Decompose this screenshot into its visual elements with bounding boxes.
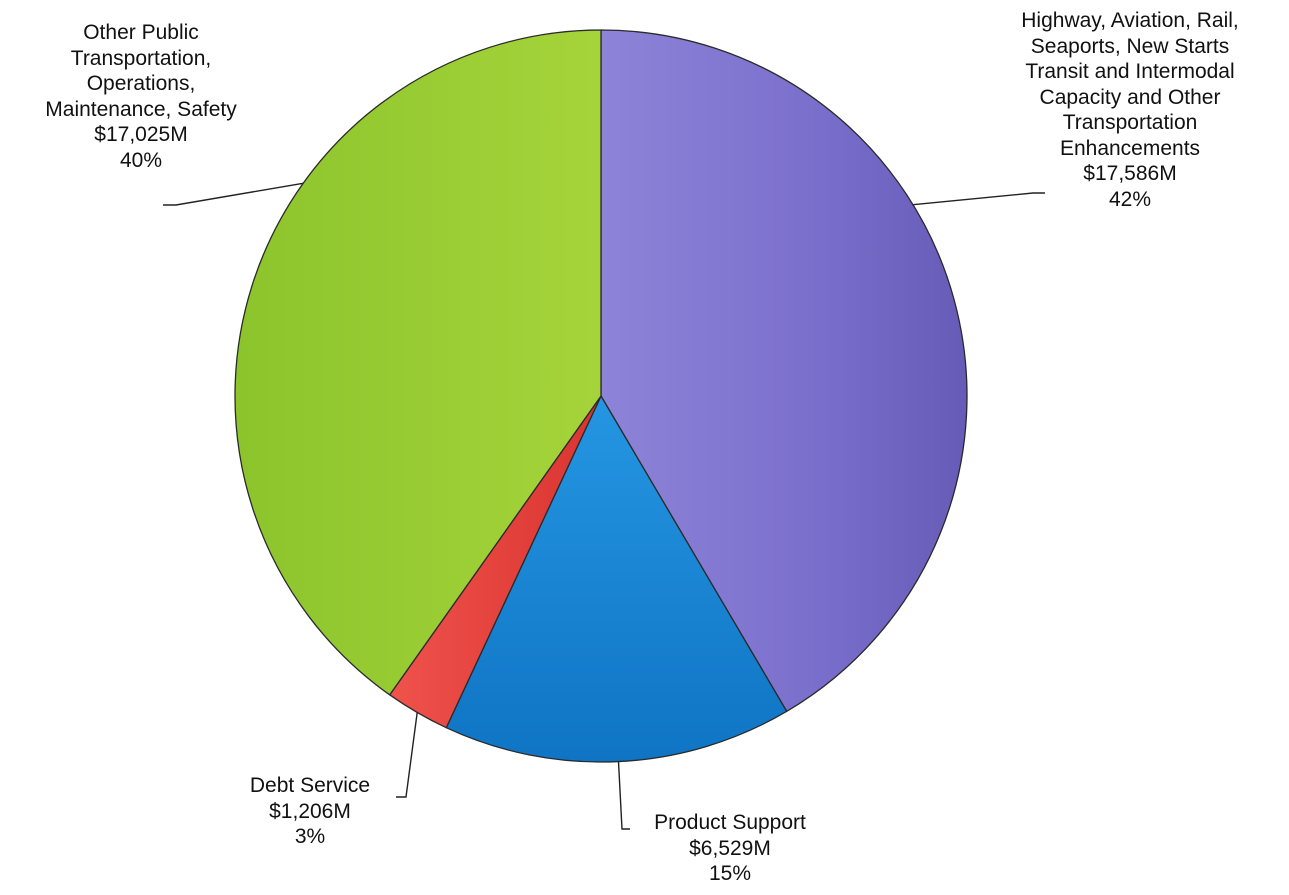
slice-label-line: Transit and Intermodal [1025,60,1235,83]
leader-line-other-public [163,182,304,206]
slice-product-support [445,395,788,763]
slice-label-line: Capacity and Other [1039,85,1221,109]
leader-line-debt-service [396,712,418,798]
slice-percent: 42% [1108,187,1152,211]
slice-label-line: Product Support [654,811,806,834]
slice-highway [600,29,968,713]
leader-line-product-support [617,761,630,830]
slice-label-product-support: Product Support $6,529M 15% [620,810,840,887]
slice-percent: 15% [708,862,752,885]
slice-label-line: Other Public [83,21,199,44]
slice-label-line: Transportation, [70,46,212,70]
slice-amount: $17,586M [1083,162,1177,185]
slice-other-public [234,29,602,696]
slice-label-line: Operations, [86,72,196,95]
slice-label-line: Enhancements [1059,136,1201,160]
slice-amount: $17,025M [94,123,188,146]
leader-line-highway [912,192,1045,206]
slice-label-line: Transportation [1062,111,1198,134]
slice-label-highway: Highway, Aviation, Rail, Seaports, New S… [980,8,1280,212]
slice-label-line: Maintenance, Safety [45,97,237,121]
slice-label-line: Debt Service [249,774,371,797]
slice-label-other-public: Other Public Transportation, Operations,… [2,20,280,173]
slice-amount: $1,206M [269,799,351,823]
slice-amount: $6,529M [689,836,771,860]
slice-percent: 40% [119,148,163,172]
slice-label-debt-service: Debt Service $1,206M 3% [220,773,400,850]
slice-label-line: Seaports, New Starts [1030,34,1230,58]
slice-label-line: Highway, Aviation, Rail, [1021,9,1239,32]
slice-percent: 3% [294,825,326,848]
